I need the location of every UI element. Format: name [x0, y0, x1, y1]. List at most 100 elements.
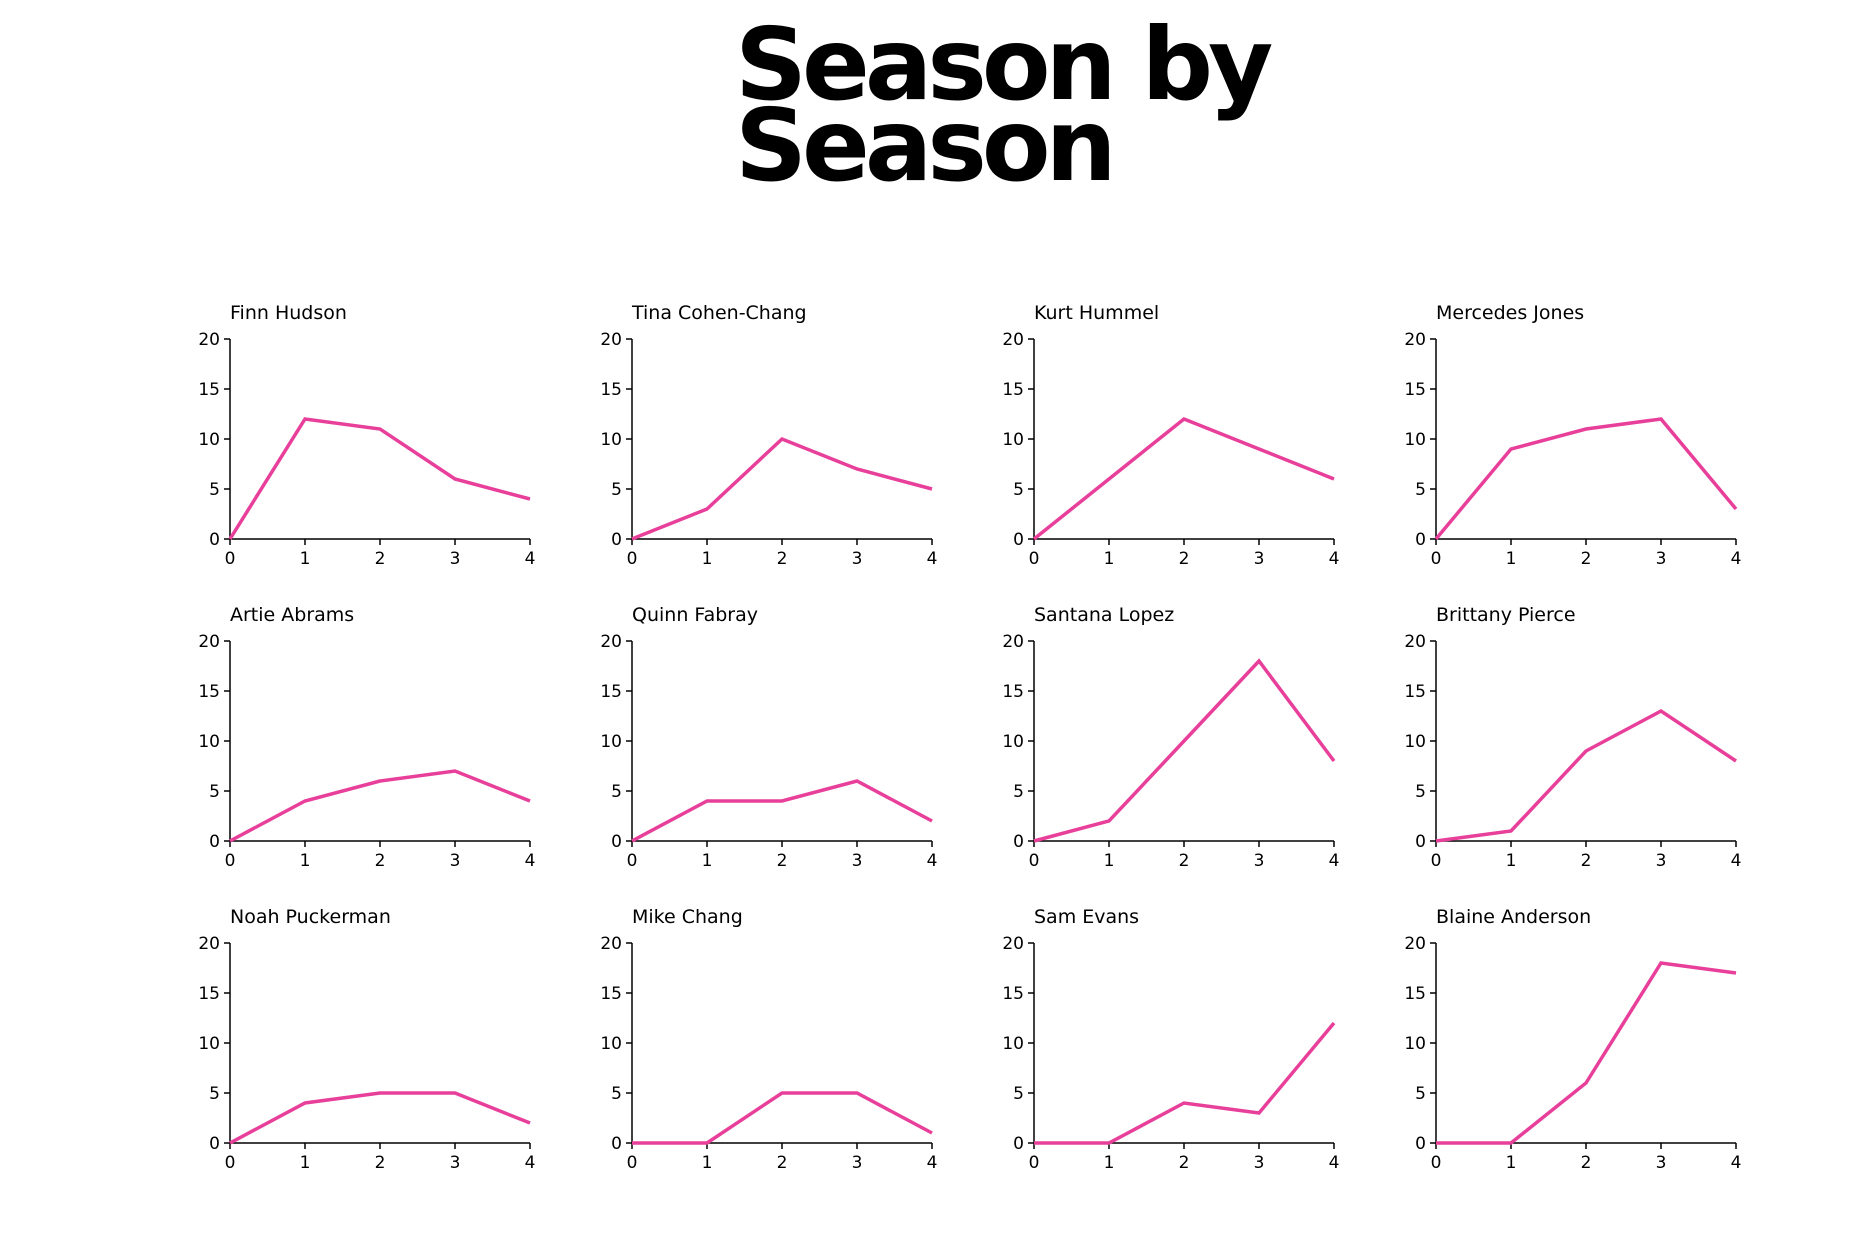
panel-title: Brittany Pierce [1436, 604, 1576, 626]
panel-title: Mercedes Jones [1436, 302, 1584, 324]
x-tick-label: 1 [702, 1153, 713, 1173]
y-tick-label: 15 [1002, 682, 1024, 702]
x-tick-label: 3 [450, 549, 461, 569]
series-line [631, 436, 933, 541]
x-tick-label: 2 [1179, 1153, 1190, 1173]
x-tick-label: 2 [777, 1153, 788, 1173]
y-tick-label: 10 [1404, 732, 1426, 752]
x-tick-label: 0 [1029, 851, 1040, 871]
x-tick-label: 4 [1329, 851, 1340, 871]
series-line [1436, 961, 1737, 1145]
panel-title: Santana Lopez [1034, 604, 1174, 626]
y-tick-label: 15 [1404, 682, 1426, 702]
y-tick-label: 0 [611, 832, 622, 852]
y-tick-label: 0 [209, 1134, 220, 1154]
y-tick-label: 15 [198, 682, 220, 702]
x-tick-label: 4 [1731, 851, 1742, 871]
x-tick-label: 2 [375, 549, 386, 569]
y-tick-label: 20 [1404, 330, 1426, 350]
x-tick-label: 1 [1104, 1153, 1115, 1173]
x-tick-label: 0 [225, 549, 236, 569]
y-tick-label: 20 [1404, 632, 1426, 652]
series-line [632, 1091, 933, 1145]
x-tick-label: 3 [1656, 1153, 1667, 1173]
y-tick-label: 20 [1404, 934, 1426, 954]
y-tick-label: 20 [1002, 934, 1024, 954]
y-tick-label: 20 [600, 330, 622, 350]
x-tick-label: 0 [225, 851, 236, 871]
chart-panel: Tina Cohen-Chang 0 5 10 15 20 0 1 2 3 4 [600, 302, 937, 569]
x-tick-label: 1 [300, 549, 311, 569]
panel-title: Sam Evans [1034, 906, 1139, 928]
y-tick-label: 15 [1404, 380, 1426, 400]
x-tick-label: 3 [1656, 851, 1667, 871]
y-tick-label: 0 [1013, 530, 1024, 550]
x-tick-label: 3 [852, 1153, 863, 1173]
y-tick-label: 5 [1013, 1084, 1024, 1104]
x-tick-label: 2 [375, 851, 386, 871]
y-tick-label: 10 [600, 1034, 622, 1054]
x-tick-label: 1 [300, 1153, 311, 1173]
y-tick-label: 0 [1415, 832, 1426, 852]
x-tick-label: 4 [927, 1153, 938, 1173]
y-tick-label: 10 [198, 430, 220, 450]
y-tick-label: 5 [1415, 1084, 1426, 1104]
y-tick-label: 5 [209, 1084, 220, 1104]
x-tick-label: 0 [1431, 1153, 1442, 1173]
y-tick-label: 10 [1002, 1034, 1024, 1054]
y-tick-label: 20 [600, 632, 622, 652]
y-tick-label: 20 [198, 330, 220, 350]
y-tick-label: 0 [1415, 530, 1426, 550]
panel-title: Blaine Anderson [1436, 906, 1591, 928]
x-tick-label: 4 [927, 549, 938, 569]
series-line [631, 779, 933, 843]
x-tick-label: 4 [1731, 1153, 1742, 1173]
panel-title: Mike Chang [632, 906, 743, 928]
y-tick-label: 20 [198, 934, 220, 954]
panel-title: Tina Cohen-Chang [631, 302, 807, 324]
x-tick-label: 2 [1581, 851, 1592, 871]
x-tick-label: 1 [300, 851, 311, 871]
y-tick-label: 15 [198, 984, 220, 1004]
chart-panel: Brittany Pierce 0 5 10 15 20 0 1 2 3 4 [1404, 604, 1741, 871]
x-tick-label: 2 [777, 549, 788, 569]
x-tick-label: 3 [1254, 549, 1265, 569]
y-tick-label: 10 [198, 1034, 220, 1054]
y-tick-label: 5 [611, 1084, 622, 1104]
series-line [228, 417, 531, 540]
x-tick-label: 2 [1581, 1153, 1592, 1173]
y-tick-label: 0 [209, 832, 220, 852]
y-tick-label: 15 [198, 380, 220, 400]
y-tick-label: 5 [1013, 782, 1024, 802]
x-tick-label: 1 [1104, 851, 1115, 871]
y-tick-label: 5 [611, 782, 622, 802]
x-tick-label: 0 [1431, 851, 1442, 871]
y-tick-label: 15 [1404, 984, 1426, 1004]
series-line [1034, 1021, 1336, 1145]
x-tick-label: 1 [702, 549, 713, 569]
x-tick-label: 4 [525, 851, 536, 871]
panel-title: Noah Puckerman [230, 906, 391, 928]
x-tick-label: 0 [1431, 549, 1442, 569]
series-line [1434, 417, 1738, 541]
x-tick-label: 3 [450, 1153, 461, 1173]
x-tick-label: 3 [1254, 1153, 1265, 1173]
x-tick-label: 1 [1506, 1153, 1517, 1173]
y-tick-label: 5 [209, 782, 220, 802]
chart-panel: Santana Lopez 0 5 10 15 20 0 1 2 3 4 [1002, 604, 1339, 871]
chart-panel: Kurt Hummel 0 5 10 15 20 0 1 2 3 4 [1002, 302, 1339, 569]
x-tick-label: 0 [1029, 549, 1040, 569]
x-tick-label: 3 [1254, 851, 1265, 871]
x-tick-label: 0 [627, 851, 638, 871]
y-tick-label: 5 [209, 480, 220, 500]
y-tick-label: 0 [611, 530, 622, 550]
y-tick-label: 20 [198, 632, 220, 652]
y-tick-label: 10 [1002, 732, 1024, 752]
x-tick-label: 2 [375, 1153, 386, 1173]
y-tick-label: 15 [600, 380, 622, 400]
x-tick-label: 4 [1329, 549, 1340, 569]
y-tick-label: 15 [1002, 380, 1024, 400]
chart-panel: Finn Hudson 0 5 10 15 20 0 1 2 3 4 [198, 302, 535, 569]
x-tick-label: 0 [627, 1153, 638, 1173]
x-tick-label: 1 [1506, 549, 1517, 569]
